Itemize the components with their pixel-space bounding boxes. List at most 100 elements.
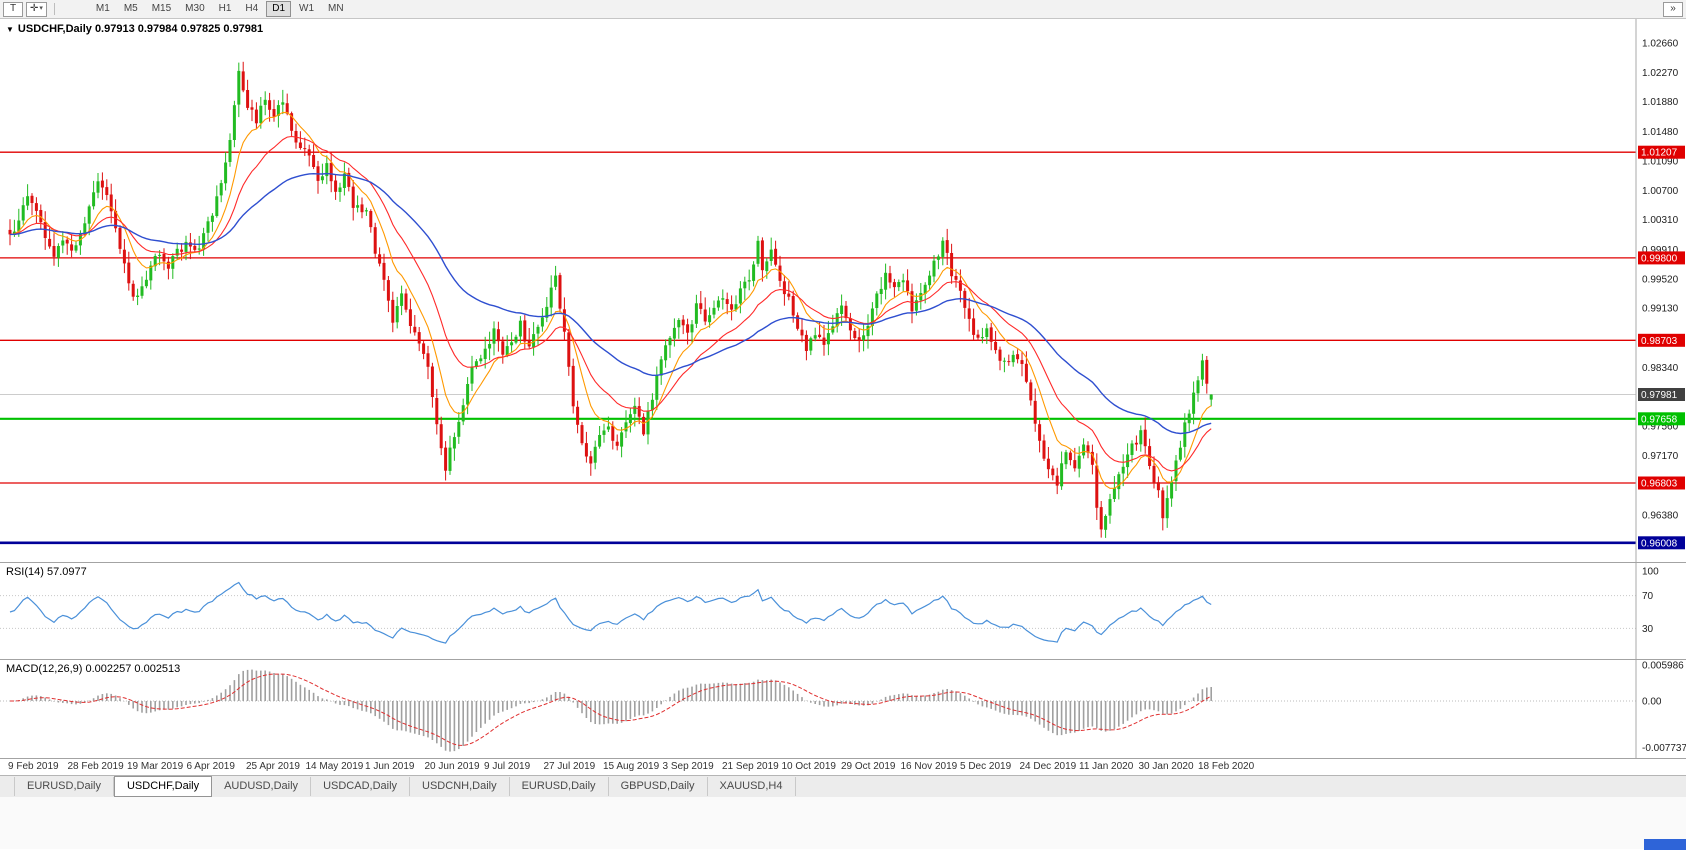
date-label: 3 Sep 2019 xyxy=(662,761,714,772)
svg-text:0.99130: 0.99130 xyxy=(1642,304,1679,315)
tab-usdcad-daily[interactable]: USDCAD,Daily xyxy=(311,777,411,796)
moving-averages-layer xyxy=(9,111,1212,489)
text-tool-button[interactable]: T xyxy=(3,1,23,17)
date-label: 20 Jun 2019 xyxy=(424,761,480,772)
crosshair-icon: ✛ xyxy=(30,3,39,14)
date-label: 11 Jan 2020 xyxy=(1079,761,1134,772)
cursor-tool-button[interactable]: ✛ ▾ xyxy=(26,1,47,17)
svg-text:1.00700: 1.00700 xyxy=(1642,186,1679,197)
date-label: 6 Apr 2019 xyxy=(186,761,235,772)
svg-text:0.99800: 0.99800 xyxy=(1641,253,1678,264)
date-label: 27 Jul 2019 xyxy=(543,761,596,772)
date-label: 19 Mar 2019 xyxy=(127,761,184,772)
tab-eurusd-daily[interactable]: EURUSD,Daily xyxy=(510,777,609,796)
timeframe-m30[interactable]: M30 xyxy=(185,3,205,14)
svg-text:1.01480: 1.01480 xyxy=(1642,127,1679,138)
svg-text:70: 70 xyxy=(1642,591,1654,602)
timeframe-h1[interactable]: H1 xyxy=(218,3,232,14)
date-label: 9 Feb 2019 xyxy=(8,761,59,772)
timeframe-m5[interactable]: M5 xyxy=(123,3,138,14)
timeframe-m1[interactable]: M1 xyxy=(95,3,110,14)
main-chart-panel: 1.02660 1.02270 1.01880 1.01480 1.01090 1.007… xyxy=(0,19,1686,562)
svg-text:0.99520: 0.99520 xyxy=(1642,274,1679,285)
date-label: 21 Sep 2019 xyxy=(722,761,779,772)
bottom-right-grip xyxy=(1644,839,1686,850)
svg-text:30: 30 xyxy=(1642,624,1654,635)
date-label: 18 Feb 2020 xyxy=(1198,761,1255,772)
rsi-levels xyxy=(0,595,1636,629)
svg-text:1.02660: 1.02660 xyxy=(1642,39,1679,50)
macd-label: MACD(12,26,9) 0.002257 0.002513 xyxy=(6,663,181,675)
date-label: 24 Dec 2019 xyxy=(1019,761,1077,772)
timeframe-w1[interactable]: W1 xyxy=(299,3,315,14)
chart-header: ▼ USDCHF,Daily 0.97913 0.97984 0.97825 0… xyxy=(6,23,263,35)
toolbar-separator xyxy=(53,3,55,15)
tab-eurusd-daily[interactable]: EURUSD,Daily xyxy=(14,777,114,796)
date-label: 1 Jun 2019 xyxy=(365,761,415,772)
tab-gbpusd-daily[interactable]: GBPUSD,Daily xyxy=(609,777,708,796)
svg-text:0.97170: 0.97170 xyxy=(1642,451,1679,462)
chevron-down-icon: ▾ xyxy=(39,5,43,12)
date-label: 14 May 2019 xyxy=(305,761,364,772)
candlestick-chart[interactable]: 1.02660 1.02270 1.01880 1.01480 1.01090 1.007… xyxy=(0,19,1686,562)
rsi-chart[interactable]: 100 70 30 xyxy=(0,563,1686,659)
svg-text:0.96380: 0.96380 xyxy=(1642,510,1679,521)
tab-xauusd-h4[interactable]: XAUUSD,H4 xyxy=(708,777,796,796)
svg-text:0.96008: 0.96008 xyxy=(1641,538,1678,549)
date-label: 9 Jul 2019 xyxy=(484,761,531,772)
date-label: 30 Jan 2020 xyxy=(1138,761,1194,772)
svg-text:1.02270: 1.02270 xyxy=(1642,68,1679,79)
chart-tab-bar: EURUSD,Daily USDCHF,Daily AUDUSD,Daily USDC… xyxy=(0,775,1686,797)
tab-usdchf-daily[interactable]: USDCHF,Daily xyxy=(113,776,213,797)
macd-chart[interactable]: 0.005986 0.00 -0.007737 xyxy=(0,660,1686,758)
price-level-labels: 1.01207 0.99800 0.98703 0.97658 0.96803 0.960… xyxy=(1638,145,1685,550)
macd-panel: 0.005986 0.00 -0.007737 MACD(12,26,9) 0.00… xyxy=(0,659,1686,758)
timeframe-m15[interactable]: M15 xyxy=(151,3,172,14)
timeframe-mn[interactable]: MN xyxy=(328,3,344,14)
tab-audusd-daily[interactable]: AUDUSD,Daily xyxy=(212,777,312,796)
timeframe-d1[interactable]: D1 xyxy=(266,1,292,17)
rsi-line xyxy=(9,581,1212,644)
hlines-layer xyxy=(0,151,1636,545)
macd-axis: 0.005986 0.00 -0.007737 xyxy=(1635,660,1686,758)
date-label: 29 Oct 2019 xyxy=(841,761,896,772)
timeframe-h4[interactable]: H4 xyxy=(245,3,259,14)
date-label: 28 Feb 2019 xyxy=(67,761,124,772)
svg-text:0.97981: 0.97981 xyxy=(1641,390,1678,401)
tab-usdcnh-daily[interactable]: USDCNH,Daily xyxy=(410,777,510,796)
svg-text:0.00: 0.00 xyxy=(1642,697,1662,708)
date-label: 5 Dec 2019 xyxy=(960,761,1012,772)
date-label: 25 Apr 2019 xyxy=(246,761,300,772)
svg-text:0.98340: 0.98340 xyxy=(1642,363,1679,374)
svg-text:0.97560: 0.97560 xyxy=(1642,422,1679,433)
timeframe-group: M1 M5 M15 M30 H1 H4 D1 W1 MN xyxy=(90,1,350,17)
symbol-dropdown-icon[interactable]: ▼ xyxy=(6,24,14,34)
candles-layer xyxy=(8,61,1213,538)
rsi-panel: 100 70 30 RSI(14) 57.0977 xyxy=(0,562,1686,659)
macd-signal-line xyxy=(10,673,1212,746)
svg-text:0.99910: 0.99910 xyxy=(1642,245,1679,256)
date-label: 16 Nov 2019 xyxy=(900,761,958,772)
date-label: 15 Aug 2019 xyxy=(603,761,660,772)
svg-text:1.00310: 1.00310 xyxy=(1642,215,1679,226)
svg-text:1.01880: 1.01880 xyxy=(1642,97,1679,108)
svg-text:0.96803: 0.96803 xyxy=(1641,479,1678,490)
svg-text:-0.007737: -0.007737 xyxy=(1642,743,1686,754)
svg-text:0.005986: 0.005986 xyxy=(1642,661,1684,672)
bottom-area xyxy=(0,797,1686,849)
top-toolbar: T ✛ ▾ M1 M5 M15 M30 H1 H4 D1 W1 MN » xyxy=(0,0,1686,19)
svg-text:0.98703: 0.98703 xyxy=(1641,336,1678,347)
svg-text:1.01207: 1.01207 xyxy=(1641,148,1678,159)
chart-title: USDCHF,Daily 0.97913 0.97984 0.97825 0.9… xyxy=(17,23,264,35)
macd-histogram xyxy=(13,669,1212,752)
toolbar-overflow-button[interactable]: » xyxy=(1663,1,1683,17)
svg-text:100: 100 xyxy=(1642,567,1659,578)
svg-text:0.97658: 0.97658 xyxy=(1641,414,1678,425)
date-label: 10 Oct 2019 xyxy=(781,761,836,772)
rsi-axis: 100 70 30 xyxy=(1635,563,1659,659)
current-price-label xyxy=(1638,388,1685,401)
svg-text:1.01090: 1.01090 xyxy=(1642,157,1679,168)
rsi-label: RSI(14) 57.0977 xyxy=(6,566,87,578)
date-axis: 9 Feb 2019 28 Feb 2019 19 Mar 2019 6 Apr 20… xyxy=(0,758,1686,775)
